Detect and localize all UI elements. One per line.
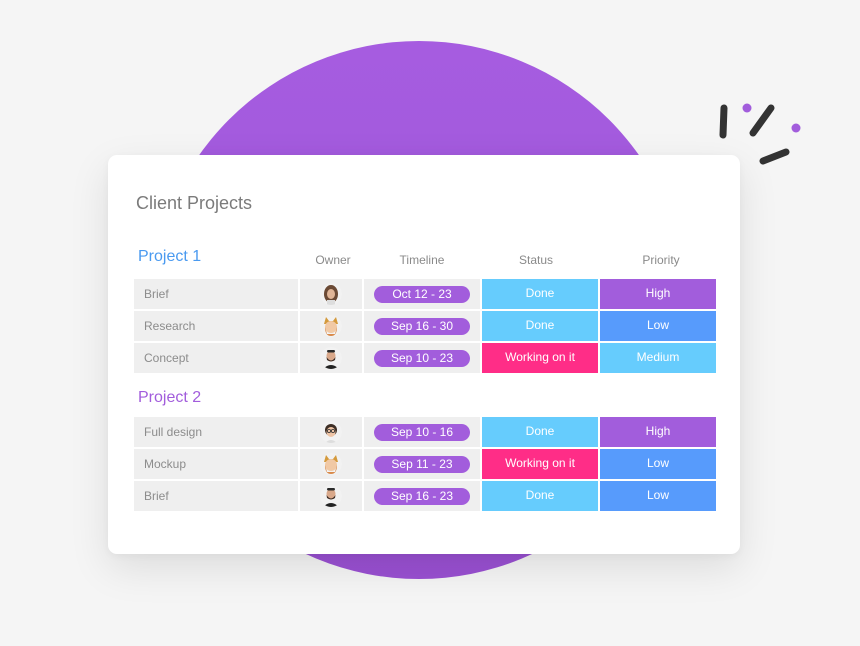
owner-cell[interactable] [300,343,362,373]
column-header-status: Status [518,253,554,267]
status-cell[interactable]: Working on it [482,449,598,479]
status-cell[interactable]: Done [482,417,598,447]
client-projects-board: Client Projects Project 1 Owner Timeline… [108,155,740,554]
timeline-cell[interactable]: Sep 16 - 23 [364,481,480,511]
priority-cell[interactable]: Low [600,311,716,341]
man-beard-avatar-icon [320,347,342,369]
timeline-cell[interactable]: Oct 12 - 23 [364,279,480,309]
priority-cell[interactable]: Low [600,481,716,511]
status-cell[interactable]: Done [482,279,598,309]
timeline-cell[interactable]: Sep 11 - 23 [364,449,480,479]
item-name[interactable]: Brief [134,279,298,309]
status-cell[interactable]: Done [482,311,598,341]
person-glasses-avatar-icon [320,421,342,443]
timeline-pill[interactable]: Sep 10 - 16 [374,423,470,441]
status-cell[interactable]: Working on it [482,343,598,373]
table-row[interactable]: Research Sep 16 - 30 Done Low [134,311,716,341]
timeline-cell[interactable]: Sep 16 - 30 [364,311,480,341]
woman-brown-hair-avatar-icon [320,283,342,305]
man-beard-avatar-icon [320,485,342,507]
owner-cell[interactable] [300,481,362,511]
column-header-priority: Priority [642,253,680,267]
sparkle-decoration-icon [719,103,801,165]
timeline-pill[interactable]: Oct 12 - 23 [374,285,470,303]
person-fox-hat-avatar-icon [320,315,342,337]
item-name[interactable]: Full design [134,417,298,447]
table-row[interactable]: Concept Sep 10 - 23 Working on it Medium [134,343,716,373]
priority-cell[interactable]: Medium [600,343,716,373]
item-name[interactable]: Research [134,311,298,341]
timeline-pill[interactable]: Sep 11 - 23 [374,455,470,473]
timeline-pill[interactable]: Sep 16 - 23 [374,487,470,505]
timeline-cell[interactable]: Sep 10 - 23 [364,343,480,373]
board-title: Client Projects [136,193,253,213]
table-row[interactable]: Full design Sep 10 - 16 Done High [134,417,716,447]
owner-cell[interactable] [300,417,362,447]
timeline-cell[interactable]: Sep 10 - 16 [364,417,480,447]
priority-cell[interactable]: High [600,417,716,447]
timeline-pill[interactable]: Sep 16 - 30 [374,317,470,335]
group-title-project-1[interactable]: Project 1 [138,248,202,265]
timeline-pill[interactable]: Sep 10 - 23 [374,349,470,367]
owner-cell[interactable] [300,311,362,341]
table-row[interactable]: Brief Oct 12 - 23 Done High [134,279,716,309]
owner-cell[interactable] [300,279,362,309]
item-name[interactable]: Mockup [134,449,298,479]
column-header-timeline: Timeline [399,253,445,267]
table-row[interactable]: Brief Sep 16 - 23 Done Low [134,481,716,511]
item-name[interactable]: Brief [134,481,298,511]
priority-cell[interactable]: High [600,279,716,309]
group-title-project-2[interactable]: Project 2 [138,389,202,406]
person-fox-hat-avatar-icon [320,453,342,475]
owner-cell[interactable] [300,449,362,479]
table-row[interactable]: Mockup Sep 11 - 23 Working on it Low [134,449,716,479]
column-header-owner: Owner [315,253,351,267]
status-cell[interactable]: Done [482,481,598,511]
priority-cell[interactable]: Low [600,449,716,479]
item-name[interactable]: Concept [134,343,298,373]
